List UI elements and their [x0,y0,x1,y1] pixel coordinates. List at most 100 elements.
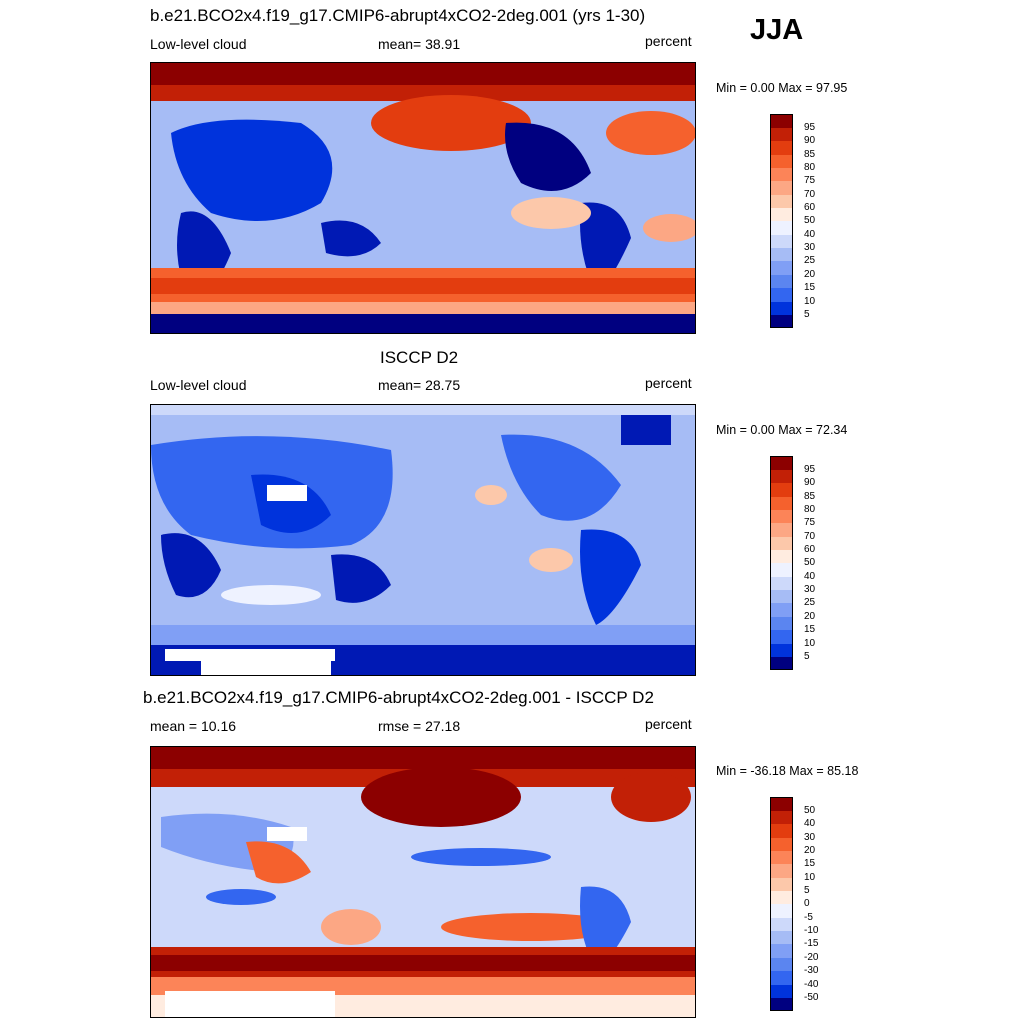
panel1-australia-low [321,220,381,257]
panel3-colorbar-swatch [770,864,793,878]
panel1-colorbar-tick: 25 [804,255,816,266]
panel3-colorbar-swatch [770,838,793,851]
panel1-colorbar-tick: 90 [804,135,816,146]
panel3-colorbar-swatch [770,797,793,811]
panel3-colorbar-swatch [770,998,793,1011]
panel1-minmax-label: Min = 0.00 Max = 97.95 [716,81,848,95]
panel2-colorbar-swatch [770,483,793,497]
panel3-australia-diff [321,909,381,945]
panel2-colorbar-swatch [770,590,793,603]
panel1-colorbar-tick: 70 [804,189,816,200]
panel3-south-asia-diff [246,841,311,884]
panel1-colorbar-swatch [770,181,793,195]
panel3-colorbar-tick: -40 [804,979,819,990]
panel1-colorbar-swatch [770,248,793,261]
season-label: JJA [750,14,804,46]
panel2-colorbar-tick: 70 [804,531,816,542]
panel3-south-america-diff [580,886,631,967]
panel2-colorbar-swatch [770,550,793,563]
panel1-southern-ocean-edge [151,302,695,314]
panel1-colorbar-tick: 85 [804,149,816,160]
panel3-map [150,746,696,1018]
panel1-colorbar-swatch [770,302,793,315]
panel1-north-america-low [505,122,591,191]
panel3-missing-tibet [267,827,307,841]
panel2-variable-label: Low-level cloud [150,377,247,393]
panel3-colorbar-tick: 50 [804,805,816,816]
panel1-colorbar-tick: 40 [804,229,816,240]
panel3-colorbar-swatch [770,918,793,931]
panel1-colorbar-tick: 5 [804,309,810,320]
panel2-colorbar-swatch [770,563,793,577]
panel1-colorbar-swatch [770,141,793,155]
panel1-colorbar-swatch [770,168,793,181]
panel2-colorbar: 95 90 85 80 75 70 60 50 40 30 25 20 15 1… [770,456,815,670]
panel2-colorbar-swatch [770,617,793,630]
panel2-colorbar-swatch [770,497,793,510]
panel3-colorbar-tick: 15 [804,858,816,869]
panel3-colorbar-swatch [770,958,793,971]
panel3-mean-label: mean = 10.16 [150,718,237,734]
panel3-colorbar-tick: -20 [804,952,819,963]
panel1-colorbar-tick: 10 [804,296,816,307]
panel3-colorbar-swatch [770,811,793,824]
panel3-colorbar-swatch [770,891,793,904]
panel2-title: ISCCP D2 [380,348,459,367]
panel3-colorbar-swatch [770,985,793,998]
panel3-southern-ocean-edge [151,977,695,995]
panel3-equatorial-pacific [411,848,551,866]
panel1-map-svg [151,63,695,333]
panel3-rmse-label: rmse = 27.18 [378,718,461,734]
panel1-colorbar: 95 90 85 80 75 70 60 50 40 30 25 20 15 1… [770,114,815,328]
panel3-north-pacific [361,767,521,827]
panel3-colorbar-tick: -5 [804,912,813,923]
panel2-map [150,404,696,676]
panel1-colorbar-swatch [770,128,793,141]
panel3-colorbar-swatch [770,971,793,985]
panel1-eurasia-low [171,119,333,221]
panel3-south-pacific-diff [441,913,621,941]
panel2-colorbar-tick: 30 [804,584,816,595]
panel2-colorbar-tick: 5 [804,651,810,662]
panel1-sc-atlantic [643,214,695,242]
panel2-colorbar-swatch [770,456,793,470]
panel1-colorbar-swatch [770,235,793,248]
panel1-colorbar-swatch [770,208,793,221]
panel1-colorbar-tick: 30 [804,242,816,253]
panel2-australia-low [331,554,391,603]
panel2-colorbar-swatch [770,630,793,644]
panel2-colorbar-tick: 50 [804,557,816,568]
panel1-colorbar-tick: 50 [804,215,816,226]
panel1-colorbar-tick: 95 [804,122,816,133]
panel1-colorbar-swatch [770,261,793,275]
panel3-colorbar-tick: 30 [804,832,816,843]
panel2-minmax-label: Min = 0.00 Max = 72.34 [716,423,848,437]
panel3-colorbar: 50 40 30 20 15 10 5 0 -5 -10 -15 -20 -30… [770,797,818,1011]
panel1-title: b.e21.BCO2x4.f19_g17.CMIP6-abrupt4xCO2-2… [150,6,646,25]
panel3-title: b.e21.BCO2x4.f19_g17.CMIP6-abrupt4xCO2-2… [143,688,654,707]
panel2-colorbar-swatch [770,470,793,483]
panel3-north-atlantic [611,772,691,822]
panel1-colorbar-swatch [770,114,793,128]
panel2-colorbar-swatch [770,644,793,657]
panel1-units-label: percent [645,33,692,49]
panel3-colorbar-swatch [770,904,793,918]
panel1-southern-ocean-core [151,278,695,294]
panel1-subarctic-band [151,85,695,101]
panel2-colorbar-tick: 40 [804,571,816,582]
panel1-colorbar-tick: 15 [804,282,816,293]
panel2-colorbar-swatch [770,510,793,523]
panel3-southern-ocean-core [151,955,695,971]
panel3-minmax-label: Min = -36.18 Max = 85.18 [716,764,859,778]
panel3-colorbar-tick: -50 [804,992,819,1003]
panel1-colorbar-swatch [770,275,793,288]
panel1-sc-pacific [511,197,591,229]
panel3-colorbar-swatch [770,878,793,891]
panel1-colorbar-tick: 75 [804,175,816,186]
panel3-colorbar-tick: -10 [804,925,819,936]
panel2-colorbar-swatch [770,603,793,617]
panel1-mean-label: mean= 38.91 [378,36,461,52]
panel2-colorbar-tick: 25 [804,597,816,608]
panel1-colorbar-tick: 80 [804,162,816,173]
panel1-antarctica [151,314,695,333]
